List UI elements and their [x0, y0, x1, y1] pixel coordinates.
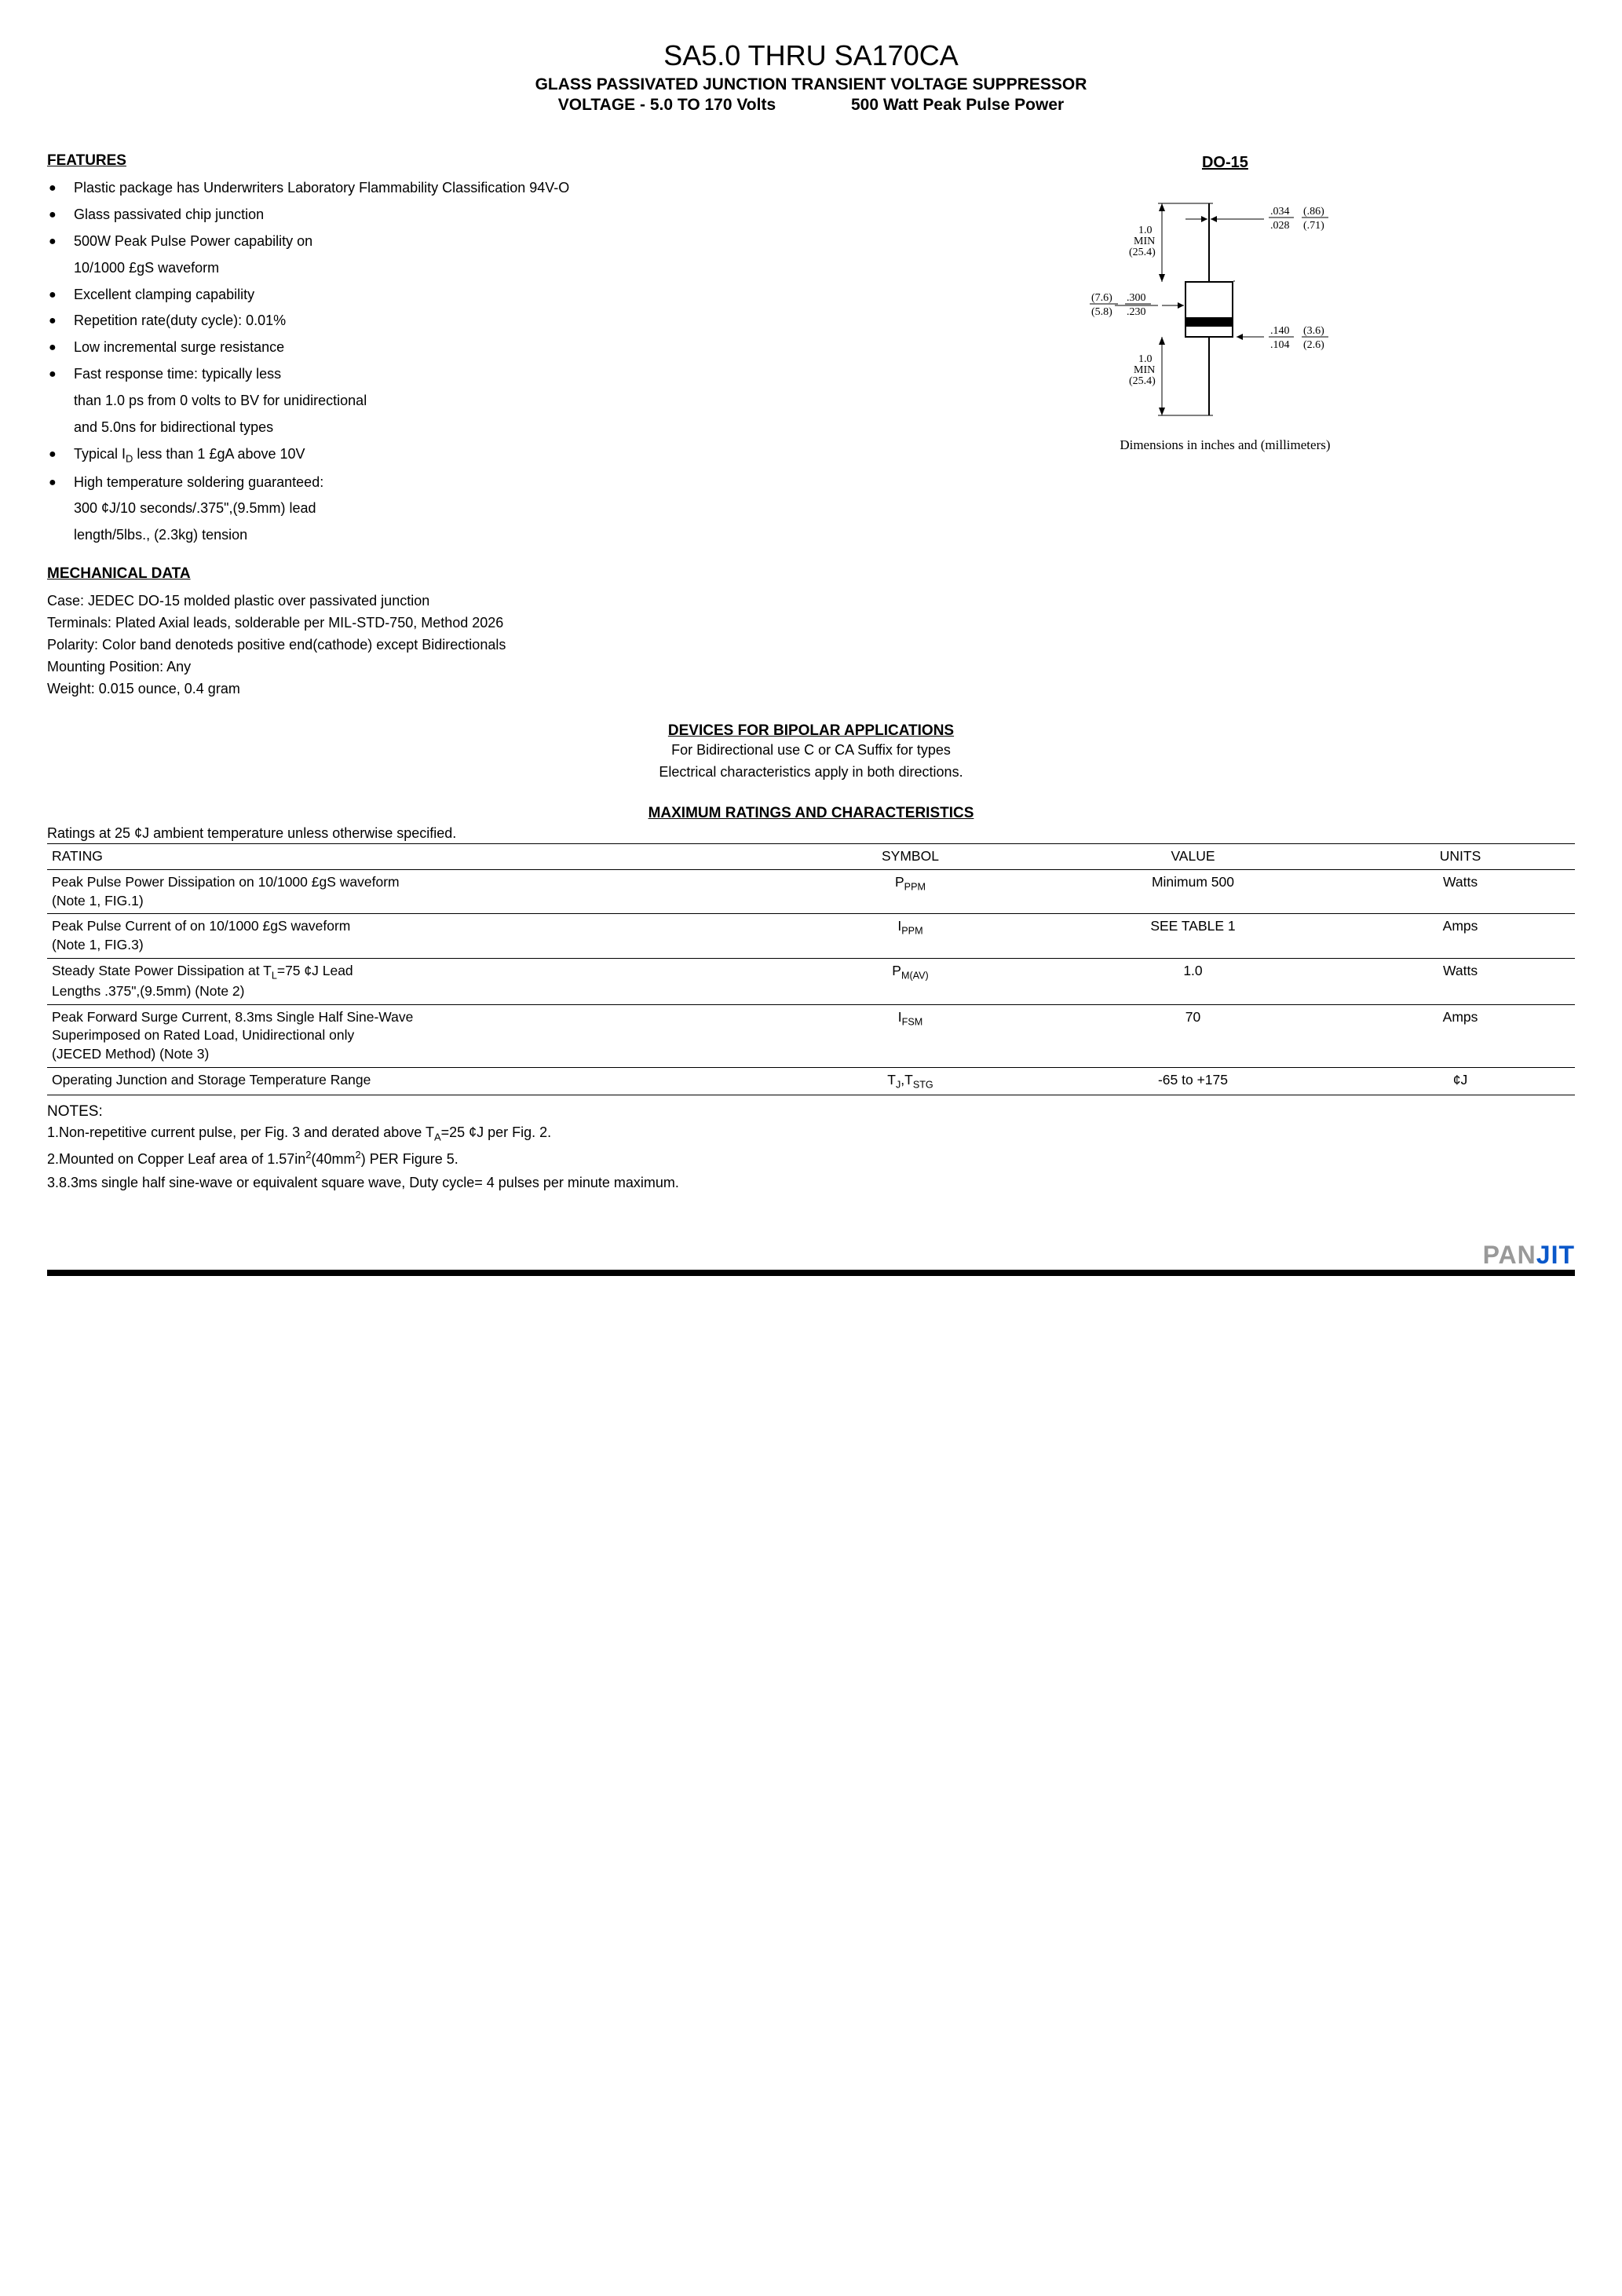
bipolar-text: Electrical characteristics apply in both… [47, 762, 1575, 784]
td-value: 1.0 [1040, 958, 1346, 1004]
td-units: Amps [1346, 1004, 1575, 1067]
ratings-table: RATING SYMBOL VALUE UNITS Peak Pulse Pow… [47, 843, 1575, 1095]
svg-text:MIN: MIN [1134, 236, 1155, 247]
package-label: DO-15 [1202, 154, 1248, 172]
notes-heading: NOTES: [47, 1103, 1575, 1121]
td-symbol: PM(AV) [780, 958, 1040, 1004]
table-row: Peak Pulse Power Dissipation on 10/1000 … [47, 870, 1575, 914]
page-subtitle2: VOLTAGE - 5.0 TO 170 Volts 500 Watt Peak… [47, 96, 1575, 115]
svg-text:.300: .300 [1127, 292, 1146, 304]
td-rating: Peak Forward Surge Current, 8.3ms Single… [47, 1004, 780, 1067]
footer: PANJIT [47, 1241, 1575, 1276]
note-line: 3.8.3ms single half sine-wave or equival… [47, 1171, 1575, 1195]
features-heading: FEATURES [47, 152, 852, 170]
subtitle2-right: 500 Watt Peak Pulse Power [851, 96, 1064, 114]
logo-pan: PAN [1483, 1241, 1536, 1269]
td-units: Amps [1346, 914, 1575, 958]
feature-subline: than 1.0 ps from 0 volts to BV for unidi… [47, 390, 852, 412]
bipolar-heading: DEVICES FOR BIPOLAR APPLICATIONS [47, 722, 1575, 740]
package-diagram: 1.0 MIN (25.4) 1.0 MIN (25.4) .034 .028 … [1083, 196, 1366, 423]
td-symbol: IFSM [780, 1004, 1040, 1067]
td-rating: Operating Junction and Storage Temperatu… [47, 1067, 780, 1095]
td-symbol: PPPM [780, 870, 1040, 914]
footer-logo: PANJIT [47, 1241, 1575, 1270]
svg-text:1.0: 1.0 [1138, 353, 1153, 365]
mech-line: Weight: 0.015 ounce, 0.4 gram [47, 678, 1575, 700]
td-rating: Peak Pulse Current of on 10/1000 £gS wav… [47, 914, 780, 958]
table-row: Peak Pulse Current of on 10/1000 £gS wav… [47, 914, 1575, 958]
feature-subline: 300 ¢J/10 seconds/.375",(9.5mm) lead [47, 498, 852, 520]
logo-t: T [1558, 1241, 1575, 1269]
feature-item: Typical ID less than 1 £gA above 10V [47, 444, 852, 467]
th-value: VALUE [1040, 844, 1346, 870]
note-line: 1.Non-repetitive current pulse, per Fig.… [47, 1121, 1575, 1146]
feature-item: Fast response time: typically less [47, 364, 852, 386]
logo-i: I [1551, 1241, 1559, 1269]
feature-subline: 10/1000 £gS waveform [47, 258, 852, 280]
svg-text:.028: .028 [1270, 220, 1290, 232]
td-value: Minimum 500 [1040, 870, 1346, 914]
table-row: Operating Junction and Storage Temperatu… [47, 1067, 1575, 1095]
td-value: SEE TABLE 1 [1040, 914, 1346, 958]
td-rating: Steady State Power Dissipation at TL=75 … [47, 958, 780, 1004]
features-list: Plastic package has Underwriters Laborat… [47, 177, 852, 547]
td-symbol: IPPM [780, 914, 1040, 958]
td-units: ¢J [1346, 1067, 1575, 1095]
svg-text:1.0: 1.0 [1138, 225, 1153, 236]
svg-text:(5.8): (5.8) [1091, 306, 1112, 318]
bipolar-text: For Bidirectional use C or CA Suffix for… [47, 740, 1575, 762]
feature-item: Excellent clamping capability [47, 284, 852, 306]
svg-text:(.86): (.86) [1303, 206, 1324, 218]
feature-subline: and 5.0ns for bidirectional types [47, 417, 852, 439]
svg-text:.230: .230 [1127, 306, 1146, 318]
th-rating: RATING [47, 844, 780, 870]
th-symbol: SYMBOL [780, 844, 1040, 870]
td-symbol: TJ,TSTG [780, 1067, 1040, 1095]
mech-line: Mounting Position: Any [47, 656, 1575, 678]
subtitle2-left: VOLTAGE - 5.0 TO 170 Volts [558, 96, 776, 115]
td-value: 70 [1040, 1004, 1346, 1067]
mech-line: Polarity: Color band denoteds positive e… [47, 634, 1575, 656]
feature-item: Glass passivated chip junction [47, 204, 852, 226]
svg-text:.034: .034 [1270, 206, 1290, 218]
svg-text:(25.4): (25.4) [1129, 247, 1156, 258]
td-rating: Peak Pulse Power Dissipation on 10/1000 … [47, 870, 780, 914]
table-row: Steady State Power Dissipation at TL=75 … [47, 958, 1575, 1004]
note-line: 2.Mounted on Copper Leaf area of 1.57in2… [47, 1146, 1575, 1172]
td-units: Watts [1346, 870, 1575, 914]
table-header-row: RATING SYMBOL VALUE UNITS [47, 844, 1575, 870]
feature-item: 500W Peak Pulse Power capability on [47, 231, 852, 253]
svg-text:.104: .104 [1270, 339, 1290, 351]
page-title: SA5.0 THRU SA170CA [47, 39, 1575, 72]
logo-j: J [1536, 1241, 1551, 1269]
svg-text:MIN: MIN [1134, 364, 1155, 376]
page-subtitle1: GLASS PASSIVATED JUNCTION TRANSIENT VOLT… [47, 75, 1575, 94]
footer-line [47, 1270, 1575, 1276]
mech-line: Case: JEDEC DO-15 molded plastic over pa… [47, 590, 1575, 612]
svg-text:.140: .140 [1270, 325, 1290, 337]
feature-item: Low incremental surge resistance [47, 337, 852, 359]
svg-text:(.71): (.71) [1303, 220, 1324, 232]
mech-line: Terminals: Plated Axial leads, solderabl… [47, 612, 1575, 634]
svg-text:(7.6): (7.6) [1091, 292, 1112, 304]
th-units: UNITS [1346, 844, 1575, 870]
td-value: -65 to +175 [1040, 1067, 1346, 1095]
ratings-intro: Ratings at 25 ¢J ambient temperature unl… [47, 825, 1575, 842]
svg-text:(3.6): (3.6) [1303, 325, 1324, 337]
svg-text:(2.6): (2.6) [1303, 339, 1324, 351]
svg-text:(25.4): (25.4) [1129, 375, 1156, 387]
feature-item: High temperature soldering guaranteed: [47, 472, 852, 494]
feature-item: Repetition rate(duty cycle): 0.01% [47, 310, 852, 332]
td-units: Watts [1346, 958, 1575, 1004]
diagram-caption: Dimensions in inches and (millimeters) [1120, 437, 1330, 453]
table-row: Peak Forward Surge Current, 8.3ms Single… [47, 1004, 1575, 1067]
mechanical-heading: MECHANICAL DATA [47, 565, 1575, 583]
maxratings-heading: MAXIMUM RATINGS AND CHARACTERISTICS [47, 805, 1575, 822]
feature-subline: length/5lbs., (2.3kg) tension [47, 525, 852, 547]
feature-item: Plastic package has Underwriters Laborat… [47, 177, 852, 199]
